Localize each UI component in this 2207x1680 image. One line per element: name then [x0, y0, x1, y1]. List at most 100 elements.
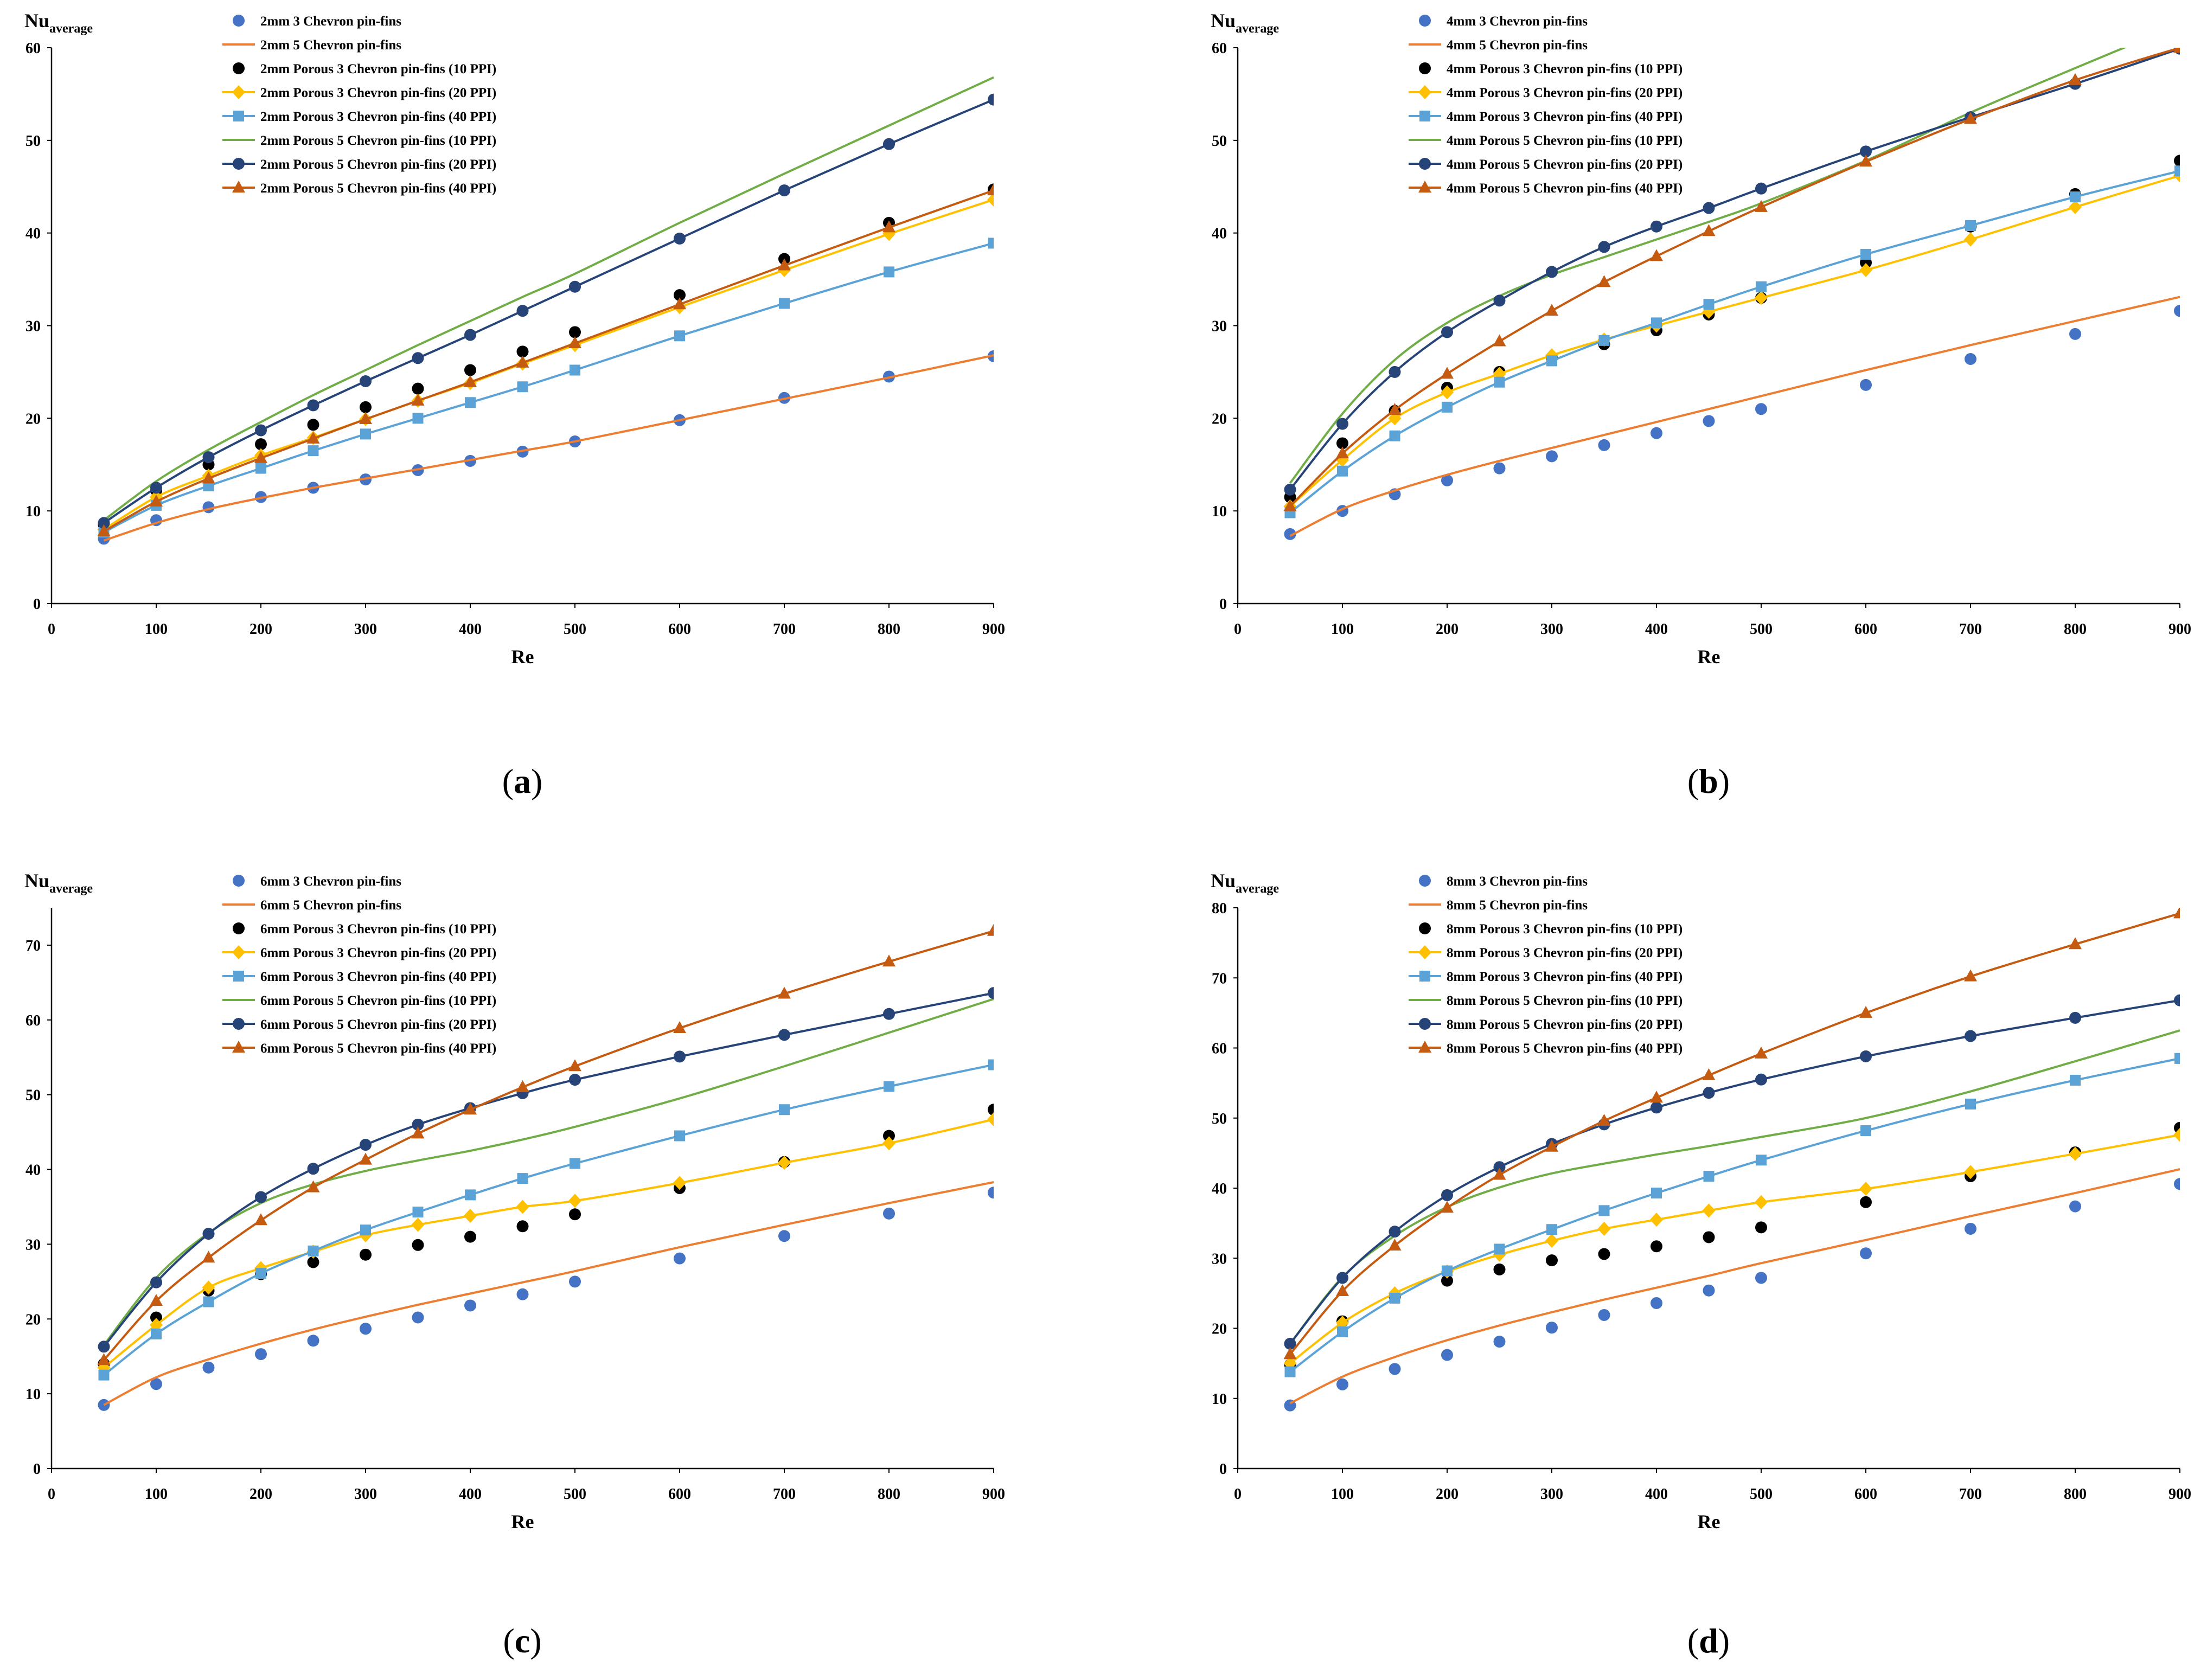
data-point — [674, 330, 685, 342]
data-point — [1389, 366, 1401, 378]
series-s6 — [1289, 48, 2127, 484]
data-point — [307, 1335, 319, 1347]
series-line — [1289, 1057, 2180, 1373]
data-point — [150, 1294, 163, 1306]
legend-marker — [232, 181, 245, 193]
data-point — [1860, 1125, 1871, 1137]
x-tick-label: 800 — [878, 621, 900, 638]
data-point — [255, 1191, 267, 1203]
data-point — [1703, 1171, 1715, 1182]
legend-marker — [233, 922, 245, 934]
legend-marker — [1419, 875, 1431, 887]
data-point — [150, 482, 162, 494]
data-point — [987, 183, 994, 196]
legend-label: 4mm 3 Chevron pin-fins — [1447, 14, 1588, 29]
data-point — [203, 1296, 214, 1307]
data-point — [1651, 1188, 1662, 1199]
legend-label: 4mm Porous 5 Chevron pin-fins (10 PPI) — [1447, 133, 1683, 148]
x-tick-label: 700 — [1959, 1486, 1982, 1503]
data-point — [255, 463, 266, 474]
legend-marker — [233, 15, 245, 27]
series-s1 — [98, 1187, 994, 1411]
data-point — [516, 305, 529, 317]
data-point — [1598, 1248, 1610, 1260]
data-point — [412, 1311, 424, 1324]
legend-label: 8mm Porous 3 Chevron pin-fins (40 PPI) — [1447, 970, 1683, 984]
legend-marker — [232, 85, 245, 99]
data-point — [778, 1230, 790, 1242]
data-point — [988, 987, 994, 999]
x-tick-label: 400 — [459, 621, 482, 638]
legend: 6mm 3 Chevron pin-fins 6mm 5 Chevron pin-… — [222, 874, 496, 1056]
legend-item: 8mm Porous 5 Chevron pin-fins (20 PPI) — [1409, 1017, 1683, 1032]
y-tick-label: 70 — [1212, 970, 1227, 987]
data-point — [516, 355, 529, 368]
data-point — [1756, 1155, 1767, 1166]
panel-caption: (d) — [1687, 1621, 1730, 1660]
data-point — [2069, 328, 2081, 340]
data-point — [1651, 427, 1662, 439]
legend-item: 2mm 5 Chevron pin-fins — [222, 38, 401, 53]
x-tick-label: 100 — [1331, 621, 1354, 638]
data-point — [1284, 1337, 1296, 1350]
data-point — [516, 1080, 529, 1092]
y-tick-label: 0 — [33, 596, 41, 613]
legend-item: 2mm Porous 5 Chevron pin-fins (40 PPI) — [222, 181, 496, 196]
series-s3 — [98, 1104, 994, 1370]
plot-area — [1283, 908, 2180, 1412]
data-point — [1651, 1240, 1662, 1253]
data-point — [202, 1280, 215, 1295]
data-point — [516, 345, 529, 358]
x-tick-label: 700 — [1959, 621, 1982, 638]
x-axis-title: Re — [1698, 646, 1720, 668]
data-point — [987, 193, 994, 207]
x-tick-label: 600 — [1854, 1486, 1877, 1503]
data-point — [1441, 1201, 1454, 1213]
data-point — [202, 451, 215, 464]
data-point — [308, 445, 319, 457]
legend-label: 6mm 3 Chevron pin-fins — [260, 874, 401, 889]
data-point — [1336, 418, 1348, 430]
legend-item: 4mm Porous 3 Chevron pin-fins (40 PPI) — [1409, 110, 1683, 124]
data-point — [568, 336, 581, 348]
data-point — [1650, 249, 1663, 261]
data-point — [1598, 1205, 1610, 1216]
y-tick-label: 50 — [25, 133, 41, 150]
data-point — [2173, 908, 2180, 919]
series-s5 — [1284, 165, 2180, 518]
data-point — [1756, 281, 1767, 292]
series-s5 — [1284, 1053, 2180, 1377]
data-point — [2069, 200, 2082, 214]
data-point — [359, 412, 372, 425]
data-point — [2069, 73, 2082, 85]
data-point — [464, 375, 477, 387]
data-point — [1702, 1203, 1716, 1218]
data-point — [884, 1081, 894, 1092]
legend-label: 4mm Porous 3 Chevron pin-fins (40 PPI) — [1447, 110, 1683, 124]
data-point — [1545, 1233, 1558, 1248]
data-point — [411, 1217, 425, 1232]
legend-label: 2mm 3 Chevron pin-fins — [260, 14, 401, 29]
legend-item: 2mm Porous 5 Chevron pin-fins (10 PPI) — [222, 133, 496, 148]
data-point — [2173, 48, 2180, 53]
y-tick-label: 80 — [1212, 900, 1227, 917]
data-point — [1598, 241, 1610, 253]
data-point — [360, 1139, 372, 1151]
legend-label: 4mm Porous 3 Chevron pin-fins (10 PPI) — [1447, 62, 1683, 76]
data-point — [1493, 1161, 1506, 1174]
data-point — [1545, 1139, 1558, 1152]
legend-label: 2mm Porous 5 Chevron pin-fins (40 PPI) — [260, 181, 496, 196]
data-point — [1283, 499, 1297, 511]
data-point — [1703, 202, 1715, 214]
data-point — [1965, 353, 1976, 365]
data-point — [2174, 155, 2180, 167]
data-point — [1546, 1322, 1558, 1334]
data-point — [1964, 112, 1977, 124]
data-point — [307, 399, 319, 412]
data-point — [2070, 1074, 2081, 1086]
legend-item: 4mm Porous 5 Chevron pin-fins (10 PPI) — [1409, 133, 1683, 148]
x-axis-title: Re — [511, 646, 534, 668]
data-point — [1441, 1274, 1453, 1287]
legend-item: 6mm 3 Chevron pin-fins — [233, 874, 401, 889]
